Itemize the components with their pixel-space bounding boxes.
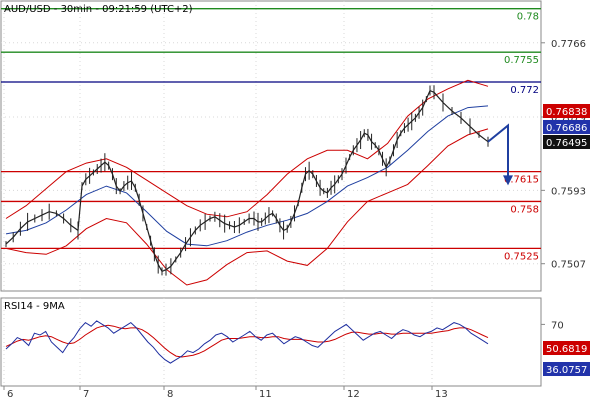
- price-box-label-0: 0.76838: [546, 107, 587, 118]
- rsi-panel-frame: [0, 297, 542, 387]
- y-tick-label-1: 0.7679: [551, 113, 586, 124]
- rsi-y-tick-label-0: 70: [551, 320, 564, 331]
- forecast-arrow-line: [487, 123, 509, 178]
- price-line: [5, 89, 489, 273]
- level-label-1: 0.7755: [504, 55, 539, 66]
- level-label-0: 0.78: [517, 12, 539, 23]
- forecast-arrow-head: [503, 175, 513, 186]
- level-label-2: 0.772: [510, 85, 539, 96]
- x-axis-ticks: 6 7 8 11 12 13: [3, 386, 448, 400]
- rsi-series: [5, 320, 489, 364]
- bollinger-lower: [5, 128, 489, 286]
- bollinger-bands: [5, 79, 489, 286]
- bollinger-middle: [5, 105, 489, 247]
- forecast-arrow: [487, 123, 513, 186]
- level-label-4: 0.758: [510, 204, 539, 215]
- x-tick-label-0: 6: [7, 389, 13, 400]
- rsi-title: RSI14 - 9MA: [4, 301, 65, 312]
- level-label-5: 0.7525: [504, 251, 539, 262]
- bollinger-upper: [5, 79, 489, 219]
- price-boxes: 0.76838 0.76686 0.76495 50.6819 36.0757: [543, 104, 590, 376]
- price-box-label-2: 0.76495: [546, 138, 587, 149]
- rsi14-line: [5, 320, 489, 364]
- rsi-box-1: [543, 362, 590, 376]
- price-series: [5, 85, 489, 276]
- y-tick-label-0: 0.7766: [551, 39, 586, 50]
- price-box-2: [543, 135, 590, 149]
- price-box-1: [543, 120, 590, 134]
- x-tick-label-1: 7: [83, 389, 89, 400]
- level-label-3: 0.7615: [504, 175, 539, 186]
- rsi-box-label-1: 36.0757: [546, 365, 587, 376]
- gridlines: [1, 1, 541, 386]
- y-axis-ticks: 0.7766 0.7679 0.7593 0.7507 70: [541, 39, 586, 331]
- x-tick-label-5: 13: [435, 389, 448, 400]
- rsi-box-0: [543, 341, 590, 355]
- y-tick-label-3: 0.7507: [551, 260, 586, 271]
- support-resistance-levels: 0.78 0.7755 0.772 0.7615 0.758 0.7525: [1, 8, 541, 262]
- x-tick-label-4: 12: [347, 389, 360, 400]
- y-tick-label-2: 0.7593: [551, 186, 586, 197]
- x-tick-label-3: 11: [259, 389, 272, 400]
- rsi-box-label-0: 50.6819: [546, 344, 587, 355]
- price-box-label-1: 0.76686: [546, 123, 587, 134]
- price-box-0: [543, 104, 590, 118]
- main-panel-frame: [0, 0, 542, 292]
- chart-title: AUD/USD - 30min - 09:21:59 (UTC+2): [4, 4, 193, 15]
- x-tick-label-2: 8: [167, 389, 173, 400]
- rsi-ma9-line: [5, 324, 489, 358]
